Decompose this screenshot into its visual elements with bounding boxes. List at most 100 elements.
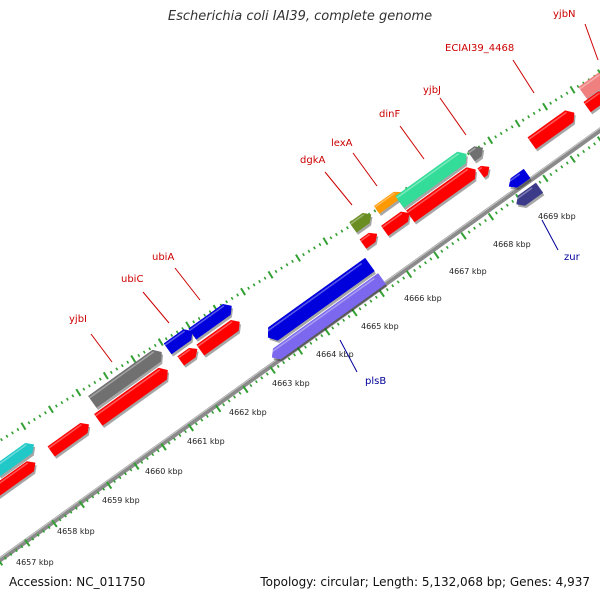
minor-tick <box>413 268 417 273</box>
minor-tick <box>225 300 229 304</box>
gene-feature-body <box>88 349 162 408</box>
major-tick <box>569 85 576 94</box>
gene-feature-forward <box>88 349 164 410</box>
kbp-label: 4664 kbp <box>316 350 354 359</box>
minor-tick <box>280 266 283 270</box>
minor-tick <box>335 232 338 237</box>
minor-tick <box>20 545 24 549</box>
kbp-label: 4667 kbp <box>449 267 487 276</box>
major-tick <box>51 519 58 528</box>
gene-feature-highlight <box>478 166 483 171</box>
major-tick <box>105 481 113 490</box>
gene-feature-highlight <box>506 173 521 184</box>
minor-tick <box>347 314 351 319</box>
kbp-label: 4666 kbp <box>404 294 442 303</box>
minor-tick <box>510 125 514 129</box>
major-tick <box>267 270 274 279</box>
minor-tick <box>560 94 563 99</box>
minor-tick <box>252 283 256 287</box>
kbp-label: 4659 kbp <box>102 496 140 505</box>
gene-feature-forward <box>349 212 373 235</box>
minor-tick <box>554 169 558 173</box>
gene-label: dinF <box>379 109 400 120</box>
minor-tick <box>418 264 422 269</box>
gene-label-leader <box>352 152 378 187</box>
gene-feature-highlight <box>189 305 225 331</box>
gene-label: ubiC <box>121 274 143 285</box>
minor-tick <box>74 506 78 510</box>
minor-tick <box>36 533 40 537</box>
minor-tick <box>466 152 470 156</box>
minor-tick <box>505 128 509 132</box>
minor-tick <box>118 475 122 480</box>
major-tick <box>24 538 31 547</box>
gene-feature-body <box>583 91 600 113</box>
minor-tick <box>582 149 586 154</box>
inner-tick-track <box>0 136 600 566</box>
gene-feature-highlight <box>350 214 365 225</box>
minor-tick <box>478 222 482 227</box>
gene-feature-forward <box>47 422 91 459</box>
gene-feature-highlight <box>584 92 600 105</box>
gene-feature-body <box>188 303 232 340</box>
minor-tick <box>238 391 242 395</box>
minor-tick <box>314 337 318 342</box>
minor-tick <box>148 347 152 351</box>
major-tick <box>460 232 467 240</box>
kbp-label: 4657 kbp <box>16 558 54 567</box>
minor-tick <box>96 491 100 495</box>
gene-label-leader <box>439 97 467 136</box>
minor-tick <box>593 142 597 146</box>
minor-tick <box>85 499 89 503</box>
minor-tick <box>391 284 395 288</box>
gene-label: ubiA <box>152 252 174 263</box>
kbp-label: 4668 kbp <box>493 240 531 249</box>
gene-feature-body <box>467 146 483 162</box>
minor-tick <box>227 399 231 403</box>
minor-tick <box>203 313 207 317</box>
major-tick <box>240 287 247 296</box>
minor-tick <box>120 364 124 368</box>
minor-tick <box>211 410 215 414</box>
gene-feature-body <box>0 461 36 496</box>
major-tick <box>157 338 164 347</box>
minor-tick <box>151 452 155 457</box>
minor-tick <box>60 401 64 405</box>
minor-tick <box>47 525 51 530</box>
minor-tick <box>194 422 198 426</box>
minor-tick <box>456 238 460 242</box>
minor-tick <box>560 165 564 169</box>
gene-feature-highlight <box>407 168 469 213</box>
major-tick <box>242 385 249 394</box>
minor-tick <box>192 320 196 324</box>
minor-tick <box>385 288 389 292</box>
minor-tick <box>173 437 177 441</box>
minor-tick <box>247 286 250 290</box>
minor-tick <box>197 316 201 321</box>
minor-tick <box>320 334 324 338</box>
gene-feature-reverse <box>269 273 388 362</box>
gene-feature-body <box>177 347 198 366</box>
minor-tick <box>527 115 531 119</box>
gene-label-leader <box>512 59 535 94</box>
minor-tick <box>565 161 569 165</box>
minor-tick <box>200 418 204 422</box>
minor-tick <box>16 427 20 432</box>
gene-feature-forward <box>196 319 242 358</box>
gene-label-leader <box>584 23 599 61</box>
minor-tick <box>329 236 333 240</box>
gene-label-leader <box>324 171 353 206</box>
gene-feature-highlight <box>178 348 191 359</box>
gene-feature-body <box>47 422 89 457</box>
gene-feature-body <box>196 319 240 356</box>
minor-tick <box>293 353 297 357</box>
minor-tick <box>303 345 307 349</box>
minor-tick <box>287 357 291 361</box>
gene-feature-body <box>578 72 600 99</box>
gene-label-leader <box>142 291 170 324</box>
minor-tick <box>63 514 67 518</box>
major-tick <box>185 321 192 330</box>
minor-tick <box>576 84 580 89</box>
minor-tick <box>222 403 226 407</box>
minor-tick <box>565 91 569 95</box>
